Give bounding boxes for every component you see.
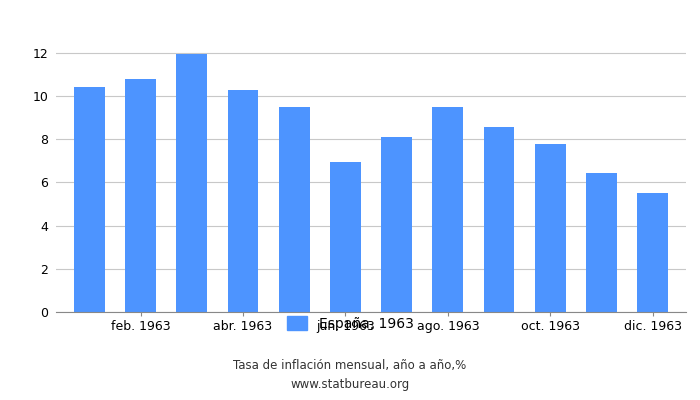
Bar xyxy=(382,137,412,312)
Bar xyxy=(484,128,514,312)
Bar xyxy=(228,90,258,312)
Bar xyxy=(176,54,207,312)
Bar xyxy=(586,173,617,312)
Legend: España, 1963: España, 1963 xyxy=(286,316,414,331)
Bar xyxy=(535,144,566,312)
Bar xyxy=(433,107,463,312)
Text: www.statbureau.org: www.statbureau.org xyxy=(290,378,410,391)
Bar xyxy=(637,193,668,312)
Bar xyxy=(330,162,360,312)
Text: Tasa de inflación mensual, año a año,%: Tasa de inflación mensual, año a año,% xyxy=(233,360,467,372)
Bar xyxy=(74,88,105,312)
Bar xyxy=(125,79,156,312)
Bar xyxy=(279,107,309,312)
